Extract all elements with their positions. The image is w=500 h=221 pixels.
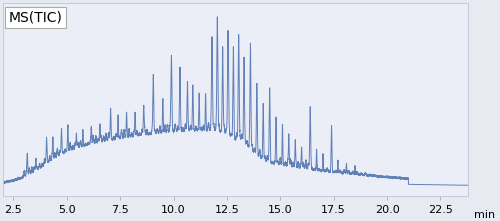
X-axis label: min: min <box>474 210 495 220</box>
Text: MS(TIC): MS(TIC) <box>8 11 62 25</box>
